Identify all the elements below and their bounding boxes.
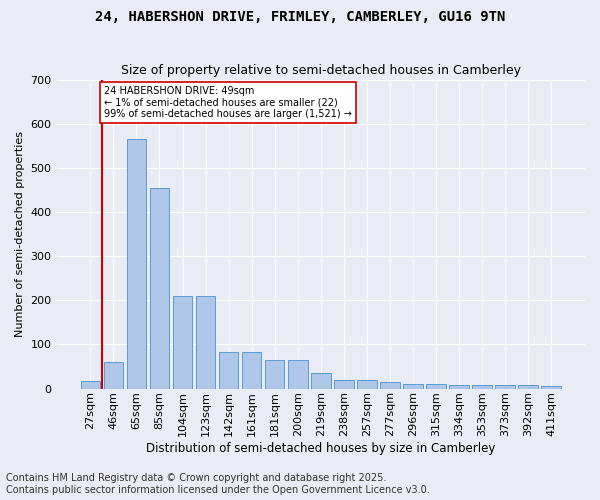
Bar: [219, 352, 238, 388]
Bar: [380, 382, 400, 388]
Bar: [449, 386, 469, 388]
Bar: [149, 188, 169, 388]
Bar: [173, 296, 193, 388]
Text: 24 HABERSHON DRIVE: 49sqm
← 1% of semi-detached houses are smaller (22)
99% of s: 24 HABERSHON DRIVE: 49sqm ← 1% of semi-d…: [104, 86, 352, 120]
Bar: [426, 384, 446, 388]
Bar: [541, 386, 561, 388]
Bar: [357, 380, 377, 388]
Title: Size of property relative to semi-detached houses in Camberley: Size of property relative to semi-detach…: [121, 64, 521, 77]
Bar: [242, 352, 262, 388]
Bar: [472, 386, 492, 388]
Bar: [196, 296, 215, 388]
Text: Contains HM Land Registry data © Crown copyright and database right 2025.
Contai: Contains HM Land Registry data © Crown c…: [6, 474, 430, 495]
Bar: [518, 386, 538, 388]
Bar: [311, 373, 331, 388]
Bar: [104, 362, 123, 388]
Bar: [127, 139, 146, 388]
X-axis label: Distribution of semi-detached houses by size in Camberley: Distribution of semi-detached houses by …: [146, 442, 496, 455]
Text: 24, HABERSHON DRIVE, FRIMLEY, CAMBERLEY, GU16 9TN: 24, HABERSHON DRIVE, FRIMLEY, CAMBERLEY,…: [95, 10, 505, 24]
Bar: [288, 360, 308, 388]
Bar: [265, 360, 284, 388]
Bar: [80, 380, 100, 388]
Bar: [403, 384, 423, 388]
Y-axis label: Number of semi-detached properties: Number of semi-detached properties: [15, 131, 25, 337]
Bar: [334, 380, 353, 388]
Bar: [496, 386, 515, 388]
